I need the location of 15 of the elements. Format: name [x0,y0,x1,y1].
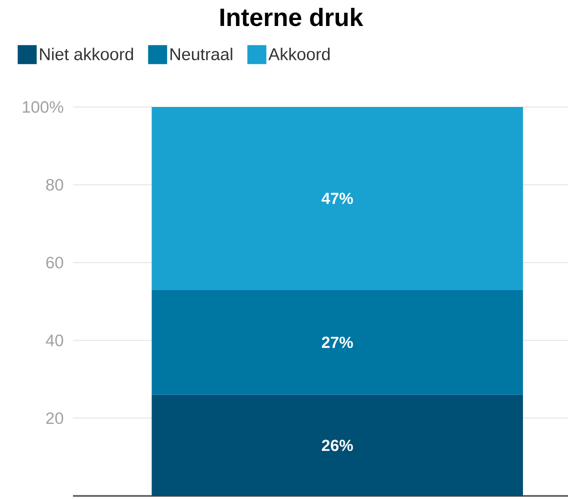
data-label: 47% [322,192,353,204]
y-tick-label: 20 [46,412,64,424]
legend-label: Neutraal [170,48,232,60]
bar [152,394,523,496]
bar [152,106,523,290]
y-tick-label: 100% [22,101,64,113]
y-tick-label: 80 [46,178,64,191]
legend-label: Akkoord [268,48,330,60]
bar [152,290,523,395]
legend-label: Niet akkoord [40,48,133,60]
data-label: 27% [322,336,353,348]
y-tick-label: 40 [46,334,64,346]
chart-title: Interne druk [220,8,364,26]
data-label: 26% [322,440,353,452]
y-tick-label: 60 [46,256,64,268]
